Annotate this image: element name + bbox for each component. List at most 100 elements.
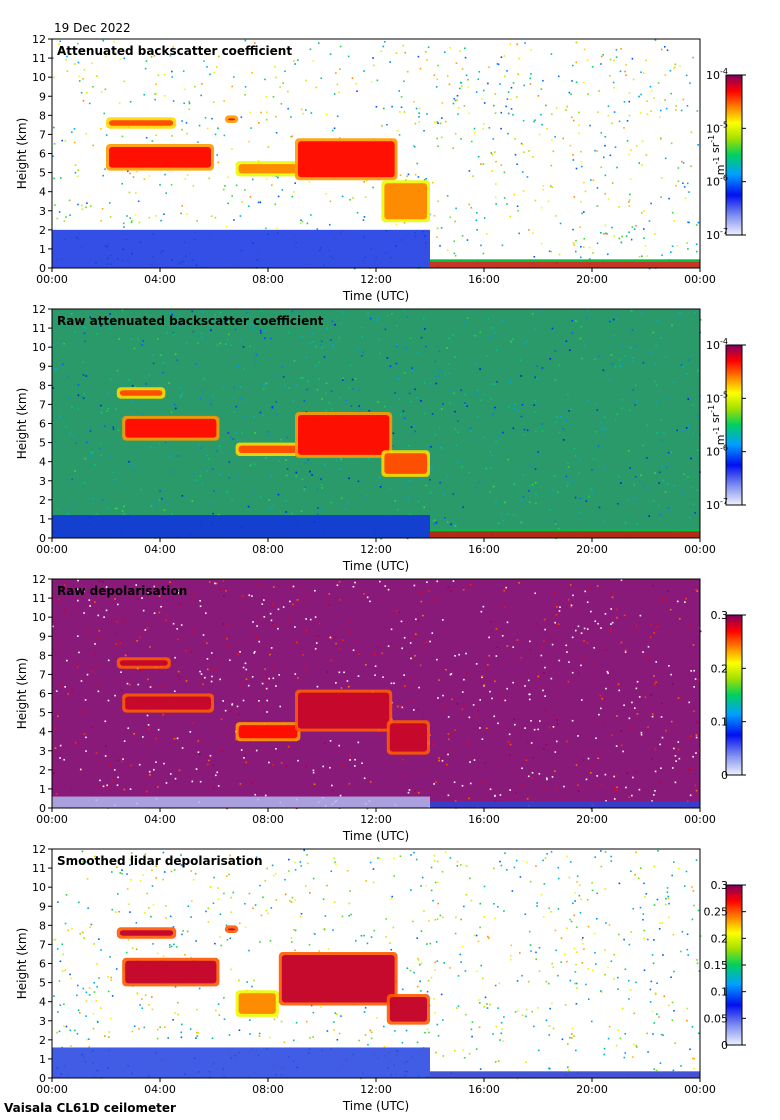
noise-point (493, 151, 496, 153)
noise-point (85, 750, 87, 752)
noise-point (318, 622, 321, 625)
noise-point (488, 654, 491, 657)
noise-point (320, 77, 323, 80)
noise-point (695, 250, 698, 253)
noise-point (579, 256, 582, 259)
noise-point (541, 367, 544, 369)
y-tick-label: 9 (39, 900, 46, 913)
noise-point (113, 478, 116, 481)
noise-point (270, 647, 273, 649)
noise-point (162, 878, 164, 881)
noise-point (68, 432, 71, 435)
noise-point (664, 74, 667, 76)
noise-point (494, 795, 496, 797)
noise-point (94, 663, 97, 665)
noise-point (582, 942, 584, 945)
noise-point (398, 111, 401, 113)
noise-point (628, 153, 630, 156)
noise-point (600, 990, 602, 992)
noise-point (305, 629, 307, 632)
noise-point (624, 70, 626, 73)
noise-point (95, 999, 97, 1002)
noise-point (437, 200, 439, 203)
noise-point (53, 177, 55, 180)
noise-point (452, 580, 455, 582)
noise-point (686, 1019, 688, 1022)
noise-point (609, 319, 612, 321)
noise-point (74, 442, 77, 444)
noise-point (670, 251, 672, 253)
noise-point (91, 670, 94, 673)
noise-point (65, 58, 67, 61)
noise-point (516, 409, 519, 412)
noise-point (500, 164, 503, 166)
noise-point (231, 703, 234, 705)
noise-point (611, 122, 613, 125)
noise-point (182, 322, 185, 325)
noise-point (468, 170, 471, 172)
colorbar-tick-label: 0.25 (704, 906, 729, 919)
noise-point (483, 885, 486, 888)
noise-point (144, 629, 147, 631)
noise-point (78, 75, 81, 78)
noise-point (403, 309, 406, 311)
noise-point (628, 231, 630, 234)
noise-point (596, 187, 599, 189)
noise-point (335, 460, 337, 462)
noise-point (128, 379, 130, 381)
noise-point (268, 761, 270, 764)
noise-point (289, 600, 291, 603)
noise-point (88, 1038, 90, 1041)
noise-point (244, 93, 246, 96)
noise-point (522, 151, 525, 153)
noise-point (294, 63, 296, 65)
noise-point (455, 1007, 458, 1009)
noise-point (452, 147, 454, 149)
noise-point (354, 940, 357, 942)
noise-point (170, 870, 173, 873)
noise-point (536, 365, 539, 368)
noise-point (232, 891, 235, 894)
noise-point (340, 322, 342, 325)
noise-point (509, 380, 511, 382)
noise-point (300, 865, 303, 867)
noise-point (64, 317, 67, 320)
noise-point (436, 78, 439, 81)
noise-point (555, 421, 558, 423)
noise-point (482, 89, 485, 92)
noise-point (591, 65, 594, 68)
noise-point (626, 772, 629, 774)
noise-point (439, 369, 442, 371)
noise-point (543, 640, 545, 642)
noise-point (263, 383, 266, 386)
noise-point (583, 48, 586, 51)
noise-point (399, 174, 402, 177)
noise-point (147, 724, 150, 726)
noise-point (349, 620, 352, 623)
noise-point (109, 327, 112, 330)
noise-point (409, 400, 412, 403)
noise-point (462, 506, 464, 509)
noise-point (360, 934, 363, 937)
noise-point (129, 858, 132, 861)
noise-point (226, 938, 229, 941)
noise-point (571, 332, 574, 334)
noise-point (416, 937, 419, 939)
noise-point (215, 582, 218, 585)
noise-point (408, 789, 411, 791)
noise-point (272, 764, 274, 766)
noise-point (611, 226, 613, 229)
noise-point (482, 123, 485, 125)
noise-point (693, 1058, 696, 1060)
noise-point (96, 963, 98, 965)
noise-point (585, 778, 588, 781)
noise-point (671, 1001, 674, 1004)
noise-point (675, 760, 677, 762)
noise-point (456, 99, 458, 101)
noise-point (515, 859, 518, 862)
noise-point (596, 775, 599, 777)
noise-point (446, 521, 449, 523)
y-tick-label: 5 (39, 707, 46, 720)
noise-point (506, 621, 509, 624)
noise-point (304, 486, 307, 488)
